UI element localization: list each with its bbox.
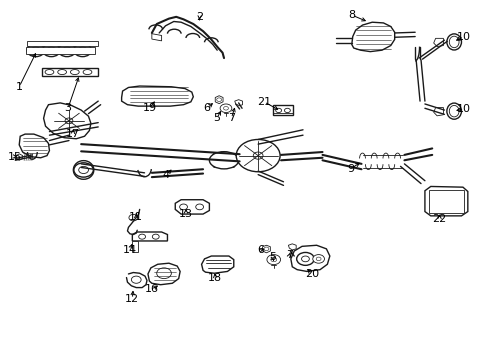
Bar <box>27 41 98 46</box>
Polygon shape <box>16 154 22 160</box>
Circle shape <box>301 256 309 262</box>
Text: 20: 20 <box>304 269 318 279</box>
Circle shape <box>31 47 40 53</box>
Circle shape <box>179 204 187 210</box>
Text: 19: 19 <box>142 103 156 113</box>
Polygon shape <box>290 245 329 271</box>
Ellipse shape <box>446 103 461 119</box>
Ellipse shape <box>226 153 230 167</box>
Ellipse shape <box>217 153 221 167</box>
Polygon shape <box>201 256 233 273</box>
Ellipse shape <box>83 69 92 75</box>
Circle shape <box>296 252 314 265</box>
Circle shape <box>131 276 141 283</box>
Ellipse shape <box>58 69 66 75</box>
Polygon shape <box>132 241 138 252</box>
Circle shape <box>139 234 145 239</box>
Text: 9: 9 <box>346 163 354 174</box>
Circle shape <box>27 44 44 57</box>
Circle shape <box>220 104 231 113</box>
Circle shape <box>74 44 91 57</box>
Text: 13: 13 <box>179 209 193 219</box>
Circle shape <box>129 215 138 221</box>
Ellipse shape <box>45 69 54 75</box>
Text: 18: 18 <box>208 273 222 283</box>
Circle shape <box>266 255 280 265</box>
Bar <box>428 190 463 213</box>
Polygon shape <box>424 186 467 216</box>
Polygon shape <box>122 86 193 106</box>
Polygon shape <box>262 245 270 253</box>
Polygon shape <box>234 100 242 106</box>
Circle shape <box>58 44 76 57</box>
Circle shape <box>157 268 171 279</box>
Polygon shape <box>152 34 161 41</box>
Polygon shape <box>148 263 180 285</box>
Text: 7: 7 <box>285 250 292 260</box>
Circle shape <box>65 118 73 124</box>
Polygon shape <box>19 134 49 158</box>
Polygon shape <box>433 108 443 116</box>
Circle shape <box>79 166 88 174</box>
Text: 7: 7 <box>227 113 234 123</box>
Ellipse shape <box>448 105 458 117</box>
Circle shape <box>47 47 56 53</box>
Polygon shape <box>43 103 91 139</box>
Text: 2: 2 <box>196 12 203 22</box>
Polygon shape <box>215 96 223 104</box>
Circle shape <box>223 107 228 110</box>
Text: 6: 6 <box>203 103 210 113</box>
Ellipse shape <box>209 152 238 169</box>
Text: 15: 15 <box>7 152 21 162</box>
Circle shape <box>78 47 87 53</box>
Circle shape <box>42 44 60 57</box>
Text: 4: 4 <box>163 170 170 180</box>
Text: 14: 14 <box>122 245 137 255</box>
Text: 17: 17 <box>66 129 80 139</box>
Circle shape <box>195 204 203 210</box>
Circle shape <box>253 152 263 159</box>
Text: 10: 10 <box>456 32 470 41</box>
Ellipse shape <box>448 36 458 48</box>
Text: 16: 16 <box>144 284 159 294</box>
Polygon shape <box>351 22 394 51</box>
Polygon shape <box>132 232 167 241</box>
Circle shape <box>216 98 221 102</box>
Text: 6: 6 <box>257 245 264 255</box>
Circle shape <box>62 47 71 53</box>
Text: 22: 22 <box>431 215 446 224</box>
Circle shape <box>284 108 290 113</box>
Polygon shape <box>175 200 209 214</box>
Bar <box>42 68 98 76</box>
Circle shape <box>236 139 280 172</box>
Text: 5: 5 <box>213 113 220 123</box>
Ellipse shape <box>231 153 235 167</box>
Text: 3: 3 <box>64 103 71 113</box>
Polygon shape <box>433 39 443 46</box>
Text: 21: 21 <box>256 97 270 107</box>
Bar <box>26 46 95 54</box>
Polygon shape <box>288 244 296 250</box>
Circle shape <box>270 257 276 262</box>
Ellipse shape <box>222 153 225 167</box>
Text: 8: 8 <box>347 10 355 20</box>
Circle shape <box>275 108 281 113</box>
Ellipse shape <box>70 69 79 75</box>
Text: 11: 11 <box>129 212 143 221</box>
Circle shape <box>152 234 159 239</box>
Circle shape <box>312 255 324 263</box>
Text: 1: 1 <box>16 82 22 92</box>
Text: 12: 12 <box>125 294 139 304</box>
Circle shape <box>264 247 268 251</box>
Circle shape <box>74 163 93 177</box>
Text: 10: 10 <box>456 104 470 114</box>
Bar <box>272 105 293 116</box>
Ellipse shape <box>212 153 216 167</box>
Text: 5: 5 <box>269 252 276 262</box>
Circle shape <box>316 257 321 261</box>
Ellipse shape <box>446 34 461 50</box>
